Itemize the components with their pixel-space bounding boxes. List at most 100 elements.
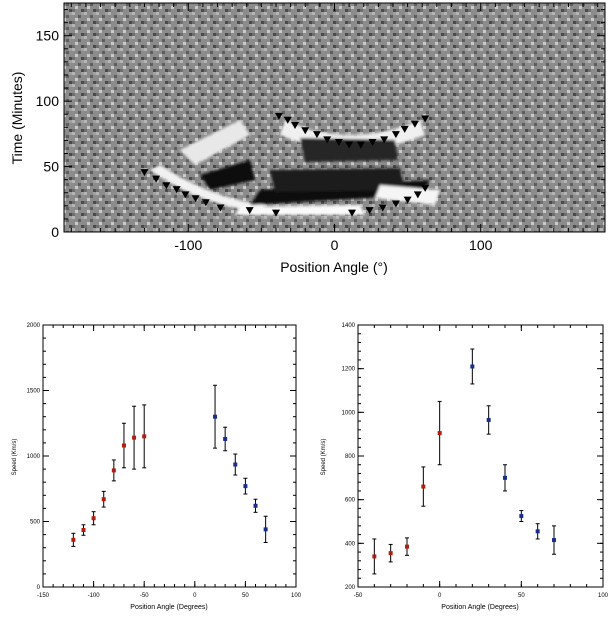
- right-point: [388, 551, 393, 556]
- left-point: [233, 462, 238, 467]
- map-y-tick-label: 100: [36, 93, 60, 109]
- front-marker: [356, 141, 365, 149]
- front-marker: [413, 191, 422, 199]
- left-point: [81, 528, 86, 533]
- front-marker: [162, 182, 171, 190]
- left-point: [263, 527, 268, 532]
- left-point: [121, 443, 126, 448]
- map-x-tick-label: 100: [469, 237, 493, 253]
- left-point: [142, 434, 147, 439]
- right-point: [405, 544, 409, 549]
- right-x-tick-label: 0: [438, 593, 442, 599]
- front-marker: [368, 139, 377, 147]
- front-marker: [421, 184, 430, 192]
- left-x-tick-label: 0: [193, 593, 197, 599]
- left-point: [132, 435, 137, 440]
- left-x-tick-label: 100: [291, 593, 302, 599]
- right-point: [552, 538, 556, 543]
- left-xlabel: Position Angle (Degrees): [130, 604, 207, 611]
- map-panel: -100 0 100 0 50 100 150 Position Angle (°) Tim…: [9, 2, 606, 275]
- right-y-tick-label: 800: [345, 454, 356, 460]
- right-y-tick-label: 200: [345, 585, 356, 591]
- right-ylabel: Speed (Km/s): [321, 439, 327, 476]
- front-marker: [272, 209, 281, 217]
- map-x-tick-label: -100: [174, 237, 202, 253]
- front-marker: [172, 186, 181, 194]
- map-ticks: -100 0 100 0 50 100 150: [36, 3, 605, 253]
- front-marker: [345, 141, 354, 149]
- front-marker: [323, 136, 332, 144]
- front-marker: [181, 191, 190, 199]
- right-point: [372, 554, 377, 559]
- map-ylabel: Time (Minutes): [9, 72, 25, 165]
- front-markers: [140, 112, 430, 217]
- left-point: [71, 537, 76, 542]
- left-y-tick-label: 500: [30, 520, 41, 526]
- front-marker: [216, 204, 225, 212]
- left-frame: [42, 324, 297, 588]
- right-point: [470, 364, 475, 369]
- front-marker: [421, 115, 430, 123]
- right-point: [519, 514, 524, 519]
- right-xlabel: Position Angle (Degrees): [441, 604, 518, 611]
- front-marker: [348, 209, 357, 217]
- left-point: [111, 468, 116, 473]
- left-point: [101, 497, 106, 502]
- left-point: [223, 436, 228, 441]
- left-x-tick-label: 50: [242, 593, 249, 599]
- front-marker: [378, 204, 387, 212]
- front-marker: [191, 195, 200, 203]
- front-marker: [365, 207, 374, 215]
- left-x-tick-label: -100: [88, 593, 101, 599]
- front-marker: [201, 199, 210, 207]
- left-x-tick-label: -150: [37, 593, 50, 599]
- right-y-tick-label: 1000: [342, 410, 356, 416]
- front-marker: [334, 139, 343, 147]
- right-point: [437, 431, 442, 436]
- front-marker: [380, 136, 389, 144]
- right-frame: [357, 324, 604, 588]
- right-y-tick-label: 1400: [342, 323, 356, 329]
- front-marker: [245, 207, 254, 215]
- right-y-tick-label: 1200: [342, 367, 356, 373]
- front-marker: [301, 127, 310, 135]
- front-marker: [391, 200, 400, 208]
- map-y-tick-label: 150: [36, 28, 60, 44]
- front-marker: [312, 131, 321, 139]
- left-y-tick-label: 1500: [27, 389, 41, 395]
- front-marker: [274, 112, 283, 120]
- right-scatter-panel: -50 0 50 100 200 400 600 800 1000 1200 1400 Positi…: [321, 323, 608, 611]
- left-point: [91, 516, 96, 521]
- right-point: [486, 417, 491, 422]
- map-y-tick-label: 0: [51, 224, 59, 240]
- front-marker: [391, 131, 400, 139]
- left-y-tick-label: 1000: [27, 454, 41, 460]
- left-y-tick-label: 2000: [27, 323, 41, 329]
- map-y-tick-label: 50: [43, 159, 59, 175]
- map-x-tick-label: 0: [331, 237, 339, 253]
- front-marker: [403, 196, 412, 204]
- front-marker: [283, 116, 292, 124]
- right-y-tick-label: 600: [345, 498, 356, 504]
- front-structure: [150, 120, 440, 215]
- left-point: [213, 414, 218, 419]
- right-point: [503, 475, 507, 480]
- right-x-tick-label: 100: [598, 593, 608, 599]
- front-marker: [400, 125, 409, 133]
- left-y-tick-label: 0: [37, 585, 41, 591]
- right-plot-marks: -50 0 50 100 200 400 600 800 1000 1200 1400: [342, 323, 608, 599]
- front-marker: [140, 169, 149, 177]
- left-ylabel: Speed (Km/s): [12, 439, 18, 476]
- front-marker: [152, 175, 161, 183]
- front-marker: [410, 120, 419, 128]
- left-point: [243, 484, 248, 489]
- front-marker: [291, 122, 300, 130]
- right-x-tick-label: -50: [354, 593, 363, 599]
- right-point: [421, 484, 426, 489]
- map-xlabel: Position Angle (°): [280, 259, 388, 275]
- left-point: [253, 503, 258, 508]
- right-y-tick-label: 400: [345, 541, 356, 547]
